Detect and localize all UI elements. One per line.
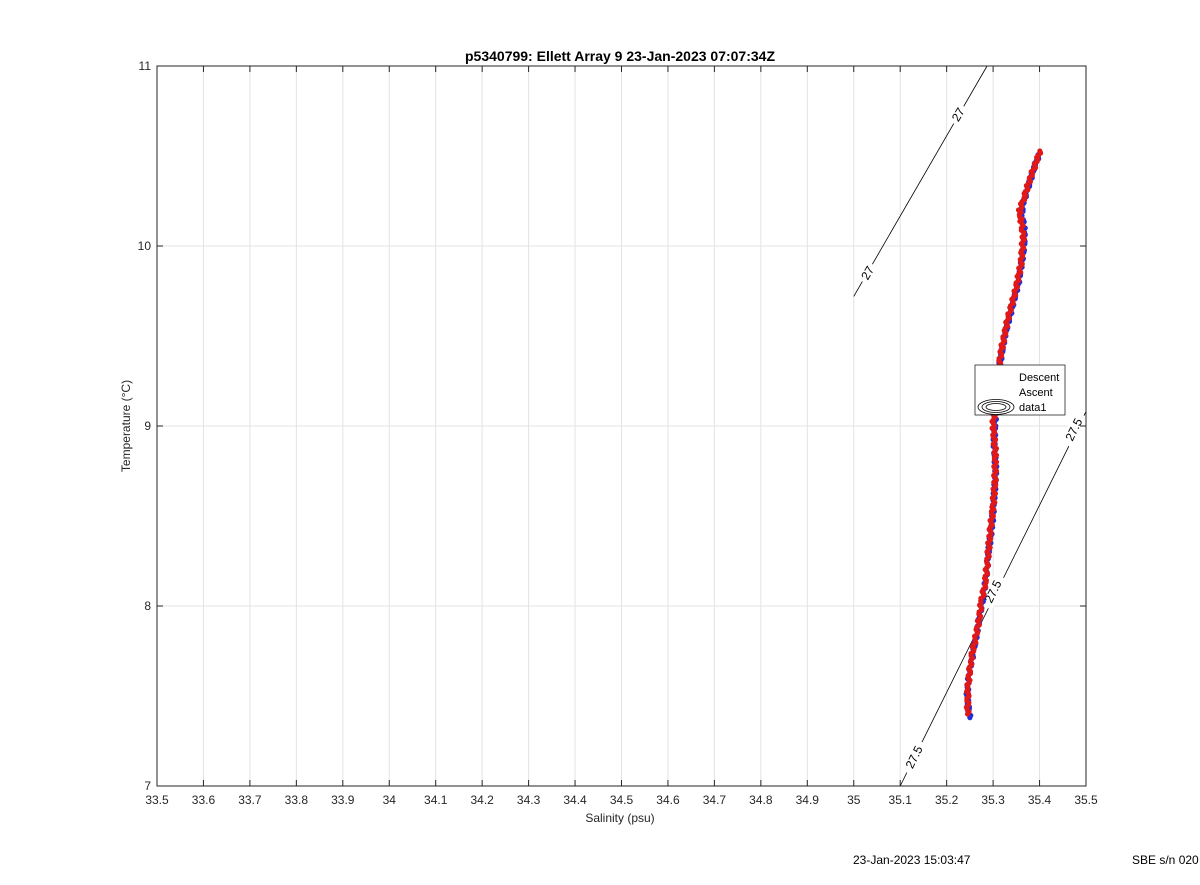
- contour-label-text: 27: [949, 105, 968, 124]
- legend-entry-ascent: Ascent: [1019, 387, 1053, 399]
- contour-label-background: [979, 573, 1007, 610]
- y-tick-label: 10: [138, 239, 152, 253]
- x-tick-label: 33.6: [192, 793, 216, 807]
- x-tick-label: 34.4: [563, 793, 587, 807]
- footer-serial: SBE s/n 020: [1132, 853, 1199, 867]
- axis-ticks: 33.5 33.6 33.7 33.8 33.9 34 34.1 34.2 34.3 34.4 34…: [138, 59, 1098, 807]
- x-tick-label: 33.8: [285, 793, 309, 807]
- x-tick-label: 34.2: [470, 793, 494, 807]
- x-tick-label: 33.5: [145, 793, 169, 807]
- legend: Descent Ascent data1: [974, 364, 1066, 416]
- contour-label: 27: [947, 102, 970, 127]
- x-tick-label: 35.2: [935, 793, 959, 807]
- contour-label-background: [900, 738, 928, 776]
- density-contour-line: [853, 65, 988, 297]
- y-axis-label: Temperature (°C): [119, 380, 133, 472]
- contour-label-text: 27: [858, 263, 877, 282]
- y-tick-label: 8: [144, 599, 151, 613]
- legend-entry-data1: data1: [1019, 402, 1047, 414]
- x-tick-label: 34.7: [703, 793, 727, 807]
- x-tick-label: 33.7: [238, 793, 262, 807]
- x-tick-label: 34.1: [424, 793, 448, 807]
- chart-title: p5340799: Ellett Array 9 23-Jan-2023 07:…: [465, 48, 775, 64]
- x-axis-label: Salinity (psu): [585, 811, 654, 825]
- footer-timestamp: 23-Jan-2023 15:03:47: [853, 853, 971, 867]
- x-tick-label: 35.1: [889, 793, 913, 807]
- x-tick-label: 35.4: [1028, 793, 1052, 807]
- grid-lines: [156, 65, 1087, 787]
- legend-box: [974, 364, 1066, 416]
- x-tick-label: 34.5: [610, 793, 634, 807]
- legend-entry-descent: Descent: [1019, 372, 1059, 384]
- y-tick-label: 7: [144, 779, 151, 793]
- ascent-point: [1037, 148, 1043, 154]
- contour-label-background: [856, 260, 879, 286]
- x-tick-label: 33.9: [331, 793, 355, 807]
- data1-contour-icon: [985, 403, 1007, 411]
- contour-label-background: [1060, 411, 1088, 448]
- x-tick-label: 34.8: [749, 793, 773, 807]
- y-tick-label: 11: [139, 59, 152, 73]
- x-tick-label: 34.3: [517, 793, 541, 807]
- contour-label: 27: [856, 260, 879, 286]
- x-tick-label: 34.9: [796, 793, 820, 807]
- contour-label-background: [947, 102, 970, 127]
- y-tick-label: 9: [144, 419, 151, 433]
- x-tick-label: 35.5: [1074, 793, 1098, 807]
- x-tick-label: 35.3: [981, 793, 1005, 807]
- data1-contour-icon: [977, 399, 1015, 415]
- data1-contour-icon: [981, 401, 1011, 413]
- x-tick-label: 34.6: [656, 793, 680, 807]
- x-tick-label: 35: [847, 793, 861, 807]
- x-tick-label: 34: [383, 793, 397, 807]
